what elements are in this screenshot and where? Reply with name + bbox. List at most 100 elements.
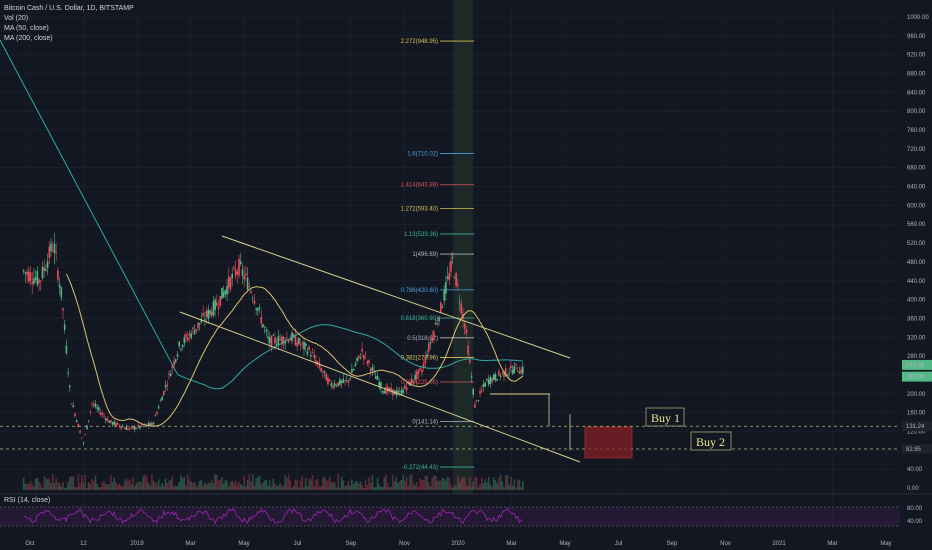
volume-bar bbox=[306, 486, 309, 490]
candle-body bbox=[457, 284, 459, 286]
volume-bar bbox=[36, 478, 39, 490]
volume-bar bbox=[202, 486, 204, 490]
volume-bar bbox=[311, 475, 314, 490]
volume-bar bbox=[351, 479, 353, 490]
fibonacci-levels: 2.272(948.95) 1.6(710.02) 1.414(643.89) 1.2… bbox=[401, 39, 474, 471]
volume-bar bbox=[233, 482, 235, 490]
volume-bar bbox=[231, 480, 234, 490]
candle-body bbox=[381, 391, 384, 393]
candle-body bbox=[470, 376, 473, 378]
candle-body bbox=[491, 378, 493, 383]
volume-bar bbox=[195, 486, 198, 490]
candle-body bbox=[400, 390, 403, 396]
volume-bar bbox=[111, 482, 114, 490]
candle-body bbox=[260, 316, 263, 324]
candle-body bbox=[460, 303, 463, 314]
volume-bar bbox=[67, 481, 69, 490]
volume-bar bbox=[28, 483, 30, 490]
candle-body bbox=[82, 442, 85, 444]
candle-body bbox=[337, 382, 339, 387]
volume-bar bbox=[140, 482, 143, 490]
candle-body bbox=[510, 365, 512, 369]
volume-bar bbox=[246, 479, 249, 490]
candle-body bbox=[414, 374, 416, 380]
volume-bar bbox=[402, 474, 404, 490]
candle-body bbox=[477, 400, 480, 402]
candle-body bbox=[195, 328, 198, 331]
x-tick-label: 2021 bbox=[772, 541, 786, 547]
candle-body bbox=[322, 372, 324, 373]
volume-bar bbox=[123, 481, 126, 490]
volume-bar bbox=[467, 485, 469, 490]
volume-bar bbox=[400, 479, 403, 490]
volume-bar bbox=[207, 483, 210, 490]
volume-bar bbox=[301, 476, 304, 490]
volume-bar bbox=[171, 476, 174, 490]
rsi-tick-label: 80.00 bbox=[907, 506, 923, 512]
volume-bar bbox=[267, 485, 269, 490]
x-tick-label: Mar bbox=[827, 541, 837, 547]
candle-body bbox=[448, 272, 451, 281]
candle-body bbox=[111, 422, 114, 425]
candle-body bbox=[31, 281, 34, 284]
candle-body bbox=[306, 351, 309, 355]
candle-body bbox=[398, 391, 401, 393]
candle-body bbox=[94, 403, 97, 408]
rsi-pane: 80.00 40.00 bbox=[0, 493, 932, 527]
volume-bar bbox=[176, 486, 179, 490]
volume-bar bbox=[260, 484, 263, 490]
candle-body bbox=[427, 343, 430, 352]
volume-bar bbox=[419, 478, 422, 490]
volume-bar bbox=[79, 483, 81, 490]
volume-bar bbox=[388, 487, 391, 490]
volume-bar bbox=[434, 475, 437, 490]
candle-body bbox=[135, 428, 138, 429]
candle-body bbox=[202, 313, 204, 316]
candle-body bbox=[516, 371, 519, 372]
candle-body bbox=[142, 425, 145, 427]
candle-body bbox=[265, 329, 268, 332]
x-tick-label: 12 bbox=[80, 541, 87, 547]
candle-body bbox=[503, 371, 505, 378]
y-tick-label: 640.00 bbox=[907, 185, 926, 191]
volume-bar bbox=[292, 485, 295, 490]
trend-drawings: Buy 1 Buy 2 bbox=[0, 235, 900, 463]
volume-bar bbox=[392, 474, 394, 490]
volume-bar bbox=[236, 484, 239, 490]
volume-bar bbox=[239, 484, 242, 490]
volume-bar bbox=[181, 478, 184, 490]
volume-bar bbox=[219, 479, 222, 490]
y-tick-label: 120.00 bbox=[907, 429, 926, 435]
candle-body bbox=[75, 420, 78, 422]
volume-bar bbox=[491, 486, 493, 490]
candle-body bbox=[301, 342, 304, 344]
candle-body bbox=[147, 423, 150, 426]
current-price-text: 248.58 bbox=[906, 363, 925, 369]
x-tick-label: Mar bbox=[185, 541, 195, 547]
candle-body bbox=[363, 355, 365, 360]
buy-zone-box bbox=[584, 426, 633, 459]
volume-bar bbox=[77, 474, 80, 490]
volume-bar bbox=[154, 482, 157, 490]
volume-bar bbox=[96, 483, 98, 490]
volume-bar bbox=[438, 480, 440, 490]
volume-bar bbox=[120, 485, 122, 490]
candle-body bbox=[499, 375, 502, 377]
price-badge bbox=[902, 421, 932, 432]
candle-body bbox=[171, 365, 174, 369]
volume-bar bbox=[460, 478, 463, 490]
volume-bar bbox=[479, 483, 481, 490]
candle-body bbox=[58, 284, 61, 288]
candle-body bbox=[41, 267, 44, 279]
volume-bar bbox=[72, 476, 75, 490]
upper-trendline bbox=[221, 235, 571, 359]
volume-bar bbox=[477, 487, 480, 490]
volume-bar bbox=[209, 482, 211, 490]
candle-body bbox=[469, 360, 471, 363]
y-tick-label: 400.00 bbox=[907, 298, 926, 304]
candle-body bbox=[433, 331, 435, 338]
candle-body bbox=[388, 388, 391, 391]
volume-bar bbox=[282, 486, 285, 490]
volume-bar bbox=[262, 482, 264, 490]
